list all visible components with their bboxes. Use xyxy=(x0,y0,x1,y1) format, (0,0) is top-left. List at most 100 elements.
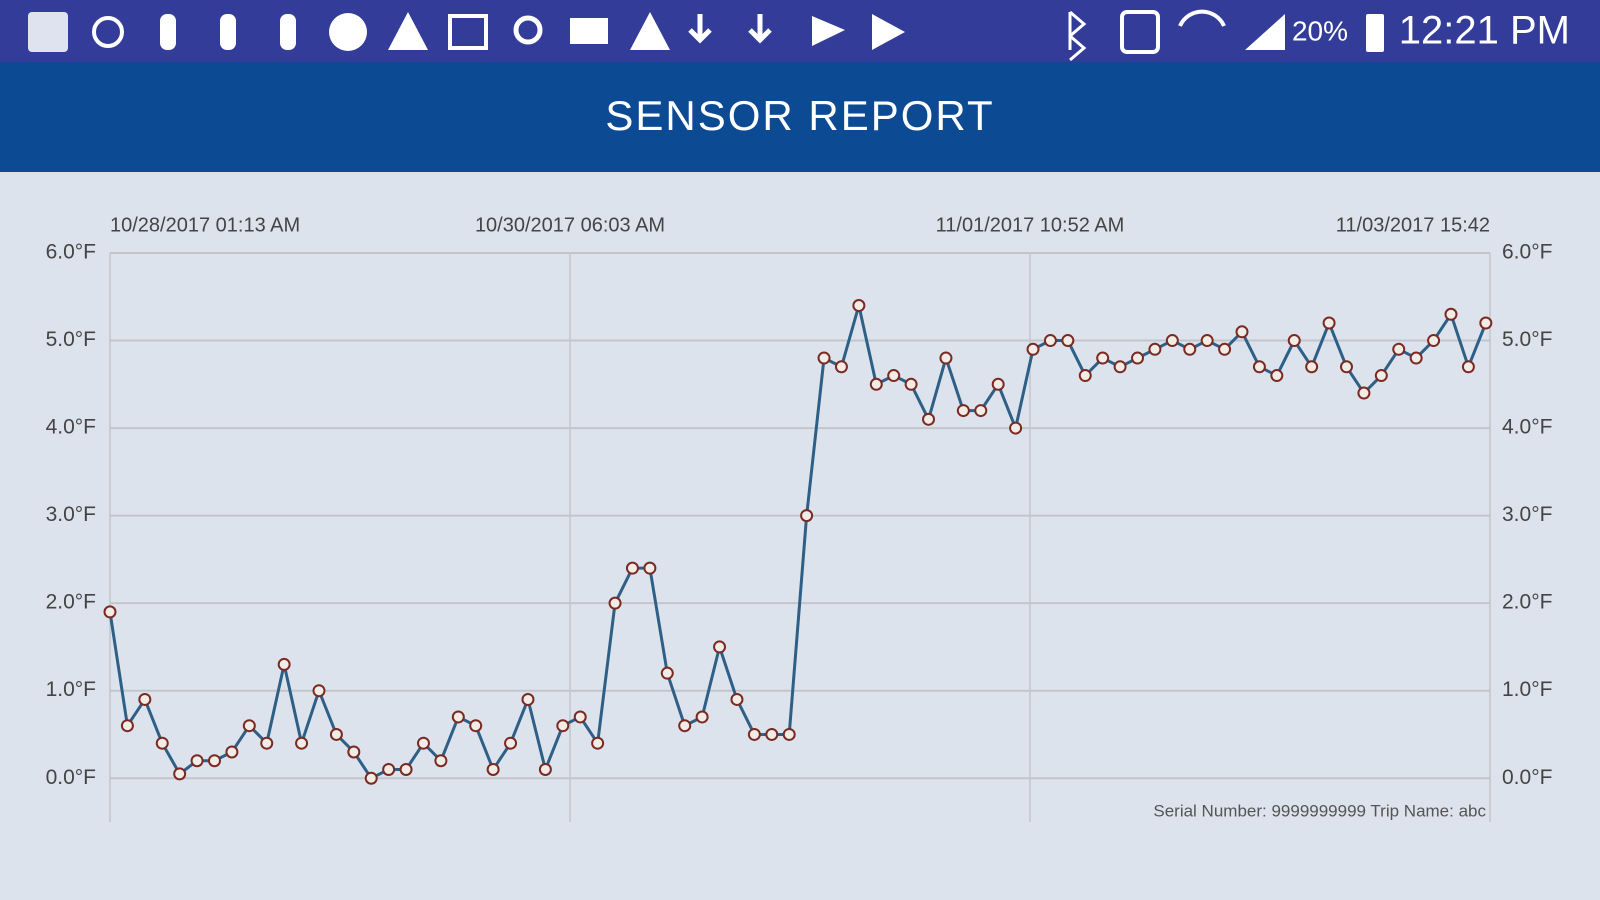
data-point xyxy=(1252,360,1266,374)
data-point xyxy=(207,754,221,768)
data-point xyxy=(1113,360,1127,374)
x-tick-label: 10/28/2017 01:13 AM xyxy=(110,214,300,236)
data-point xyxy=(991,377,1005,391)
data-point xyxy=(1096,351,1110,365)
data-point xyxy=(1287,334,1301,348)
data-point xyxy=(1009,421,1023,435)
data-point xyxy=(138,692,152,706)
data-point xyxy=(538,762,552,776)
data-point xyxy=(625,561,639,575)
data-point xyxy=(1357,386,1371,400)
y2-tick-label: 1.0°F xyxy=(1502,678,1552,701)
data-point xyxy=(817,351,831,365)
data-point xyxy=(1479,316,1493,330)
data-point xyxy=(660,666,674,680)
data-point xyxy=(852,299,866,313)
data-point xyxy=(573,710,587,724)
y-tick-label: 0.0°F xyxy=(46,766,96,789)
data-point xyxy=(1218,342,1232,356)
y-tick-label: 4.0°F xyxy=(46,416,96,439)
data-point xyxy=(1461,360,1475,374)
footnote: Serial Number: 9999999999 Trip Name: abc xyxy=(1153,801,1486,820)
data-point xyxy=(730,692,744,706)
data-point xyxy=(1061,334,1075,348)
data-point xyxy=(434,754,448,768)
screen-title: SENSOR REPORT xyxy=(605,92,994,139)
data-point xyxy=(1235,325,1249,339)
y-tick-label: 1.0°F xyxy=(46,678,96,701)
data-point xyxy=(904,377,918,391)
data-point xyxy=(834,360,848,374)
data-point xyxy=(1148,342,1162,356)
app-header xyxy=(0,62,1600,172)
data-point xyxy=(260,736,274,750)
data-point xyxy=(695,710,709,724)
y-tick-label: 6.0°F xyxy=(46,241,96,264)
y-tick-label: 2.0°F xyxy=(46,591,96,614)
data-point xyxy=(887,369,901,383)
data-point xyxy=(364,771,378,785)
x-tick-label: 11/03/2017 15:42 xyxy=(1336,214,1490,236)
data-point xyxy=(765,727,779,741)
data-point xyxy=(1322,316,1336,330)
y-tick-label: 5.0°F xyxy=(46,328,96,351)
data-point xyxy=(155,736,169,750)
data-point xyxy=(399,762,413,776)
data-point xyxy=(1374,369,1388,383)
data-point xyxy=(504,736,518,750)
data-point xyxy=(1078,369,1092,383)
data-point xyxy=(1131,351,1145,365)
data-point xyxy=(1200,334,1214,348)
status-icons xyxy=(28,9,1384,62)
data-point xyxy=(416,736,430,750)
data-point xyxy=(347,745,361,759)
data-point xyxy=(1043,334,1057,348)
data-point xyxy=(800,509,814,523)
data-point xyxy=(1409,351,1423,365)
y2-tick-label: 5.0°F xyxy=(1502,328,1552,351)
x-tick-label: 10/30/2017 06:03 AM xyxy=(475,214,665,236)
data-point xyxy=(1427,334,1441,348)
data-point xyxy=(1165,334,1179,348)
y2-tick-label: 4.0°F xyxy=(1502,416,1552,439)
chart: 0.0°F 0.0°F 1.0°F 1.0°F 2.0°F 2.0°F 3.0°F 3.0°F… xyxy=(46,214,1552,822)
data-point xyxy=(382,762,396,776)
data-point xyxy=(242,719,256,733)
data-point xyxy=(869,377,883,391)
data-point xyxy=(486,762,500,776)
data-point xyxy=(190,754,204,768)
x-tick-label: 11/01/2017 10:52 AM xyxy=(936,214,1125,236)
y2-tick-label: 0.0°F xyxy=(1502,766,1552,789)
y2-tick-label: 3.0°F xyxy=(1502,503,1552,526)
data-point xyxy=(608,596,622,610)
data-point xyxy=(1305,360,1319,374)
data-point xyxy=(939,351,953,365)
data-point xyxy=(103,605,117,619)
y-tick-label: 3.0°F xyxy=(46,503,96,526)
data-point xyxy=(782,727,796,741)
data-point xyxy=(1339,360,1353,374)
y2-tick-label: 6.0°F xyxy=(1502,241,1552,264)
data-point xyxy=(312,684,326,698)
data-point xyxy=(329,727,343,741)
data-point xyxy=(956,404,970,418)
data-point xyxy=(521,692,535,706)
data-point xyxy=(173,767,187,781)
data-point xyxy=(1444,307,1458,321)
data-point xyxy=(974,404,988,418)
data-point xyxy=(922,412,936,426)
data-point xyxy=(747,727,761,741)
data-point xyxy=(225,745,239,759)
y2-tick-label: 2.0°F xyxy=(1502,591,1552,614)
data-point xyxy=(591,736,605,750)
data-point xyxy=(451,710,465,724)
data-point xyxy=(1026,342,1040,356)
clock: 12:21 PM xyxy=(1399,9,1570,53)
status-bar xyxy=(0,0,1600,62)
data-point xyxy=(1270,369,1284,383)
battery-level: 20% xyxy=(1292,15,1348,46)
data-point xyxy=(469,719,483,733)
data-point xyxy=(120,719,134,733)
